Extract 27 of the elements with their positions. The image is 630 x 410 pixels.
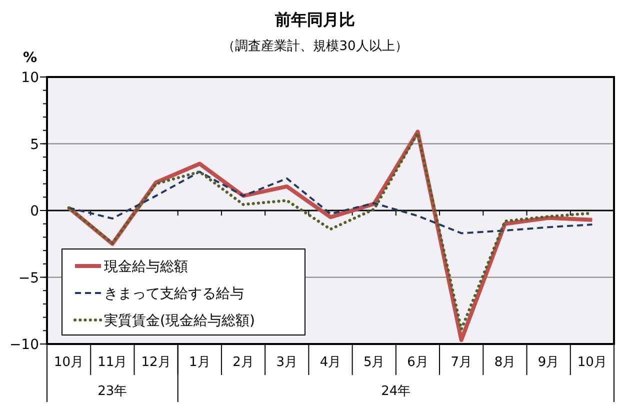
- y-tick-label: −5: [18, 270, 39, 286]
- x-tick-label: 1月: [189, 355, 210, 370]
- chart-title: 前年同月比: [274, 10, 355, 29]
- text: 24年: [381, 384, 411, 399]
- legend-label: 現金給与総額: [104, 259, 188, 275]
- y-tick-label: 5: [30, 136, 39, 153]
- line-series: [68, 170, 594, 234]
- x-tick-label: 12月: [141, 355, 171, 370]
- x-tick-label: 2月: [232, 355, 254, 370]
- x-tick-label: 10月: [54, 355, 84, 370]
- chart-subtitle: （調査産業計、規模30人以上）: [222, 38, 408, 54]
- x-tick-label: 11月: [98, 355, 128, 370]
- y-axis-title: %: [22, 50, 38, 66]
- y-tick-label: −10: [9, 337, 39, 353]
- x-tick-label: 4月: [320, 355, 342, 370]
- y-tick-label: 0: [30, 204, 39, 220]
- legend-label: 実質賃金(現金給与総額): [104, 313, 255, 329]
- x-tick-label: 7月: [450, 355, 472, 370]
- x-tick-label: 9月: [538, 355, 560, 370]
- text: 23年: [98, 384, 128, 399]
- x-tick-label: 6月: [407, 355, 428, 370]
- legend-label: きまって支給する給与: [104, 286, 244, 302]
- x-tick-label: 10月: [577, 355, 607, 370]
- x-tick-label: 3月: [276, 355, 298, 370]
- x-tick-label: 5月: [363, 355, 385, 370]
- y-tick-label: 10: [21, 70, 39, 86]
- x-tick-label: 8月: [494, 355, 516, 370]
